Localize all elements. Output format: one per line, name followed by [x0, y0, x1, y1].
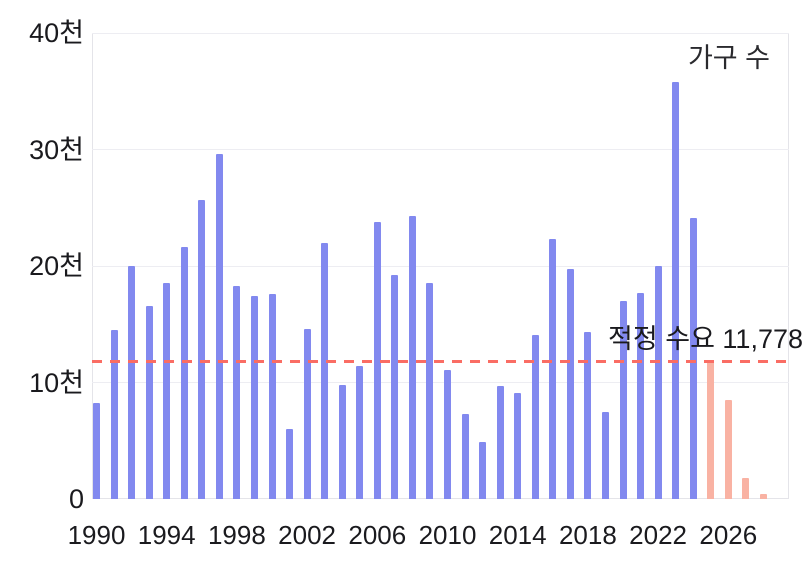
x-tick-1994: 1994 — [137, 520, 196, 550]
gridline-30 — [92, 149, 789, 150]
gridline-10 — [92, 382, 789, 383]
x-tick-1998: 1998 — [207, 520, 266, 550]
gridline-40 — [92, 32, 789, 34]
bar-2020 — [619, 300, 627, 499]
bar-2016 — [549, 239, 557, 499]
threshold-annotation: 적정 수요 11,778 — [608, 324, 803, 354]
bar-2009 — [426, 283, 434, 499]
x-tick-2014: 2014 — [488, 520, 547, 550]
bar-2010 — [444, 369, 451, 499]
bar-2019 — [601, 411, 609, 499]
bar-2026 — [724, 399, 732, 499]
y-tick-0: 0 — [68, 484, 84, 514]
bar-2022 — [654, 266, 662, 499]
y-tick-10: 10천 — [29, 367, 84, 398]
bar-2001 — [286, 429, 294, 499]
bar-2024 — [689, 218, 697, 499]
x-tick-2022: 2022 — [629, 520, 688, 550]
bar-2011 — [461, 413, 469, 499]
bar-1995 — [180, 247, 188, 499]
threshold-dashed-line — [92, 360, 789, 364]
bar-1994 — [163, 283, 171, 499]
x-tick-2010: 2010 — [418, 520, 477, 550]
bar-1999 — [250, 296, 258, 499]
x-tick-2026: 2026 — [699, 520, 758, 550]
x-tick-2006: 2006 — [348, 520, 407, 550]
y-tick-20: 20천 — [29, 251, 84, 281]
bar-1993 — [145, 305, 153, 499]
bar-2007 — [391, 275, 399, 499]
y-tick-40: 40천 — [29, 18, 84, 48]
bar-1990 — [93, 403, 100, 499]
bar-1997 — [215, 154, 223, 499]
bar-2023 — [672, 81, 680, 499]
bar-2004 — [338, 384, 346, 499]
bar-2008 — [408, 215, 416, 499]
bar-2000 — [268, 293, 276, 499]
bar-2018 — [584, 332, 592, 499]
bar-2027 — [742, 478, 750, 499]
bar-2013 — [496, 385, 504, 499]
bar-2028 — [759, 494, 767, 499]
bar-2005 — [356, 366, 364, 499]
bar-1998 — [233, 285, 241, 499]
y-tick-30: 30천 — [29, 134, 84, 165]
bar-2021 — [637, 292, 645, 499]
bar-2025 — [707, 360, 715, 499]
x-tick-2002: 2002 — [278, 520, 337, 550]
bar-2012 — [479, 441, 487, 499]
bar-1991 — [110, 330, 118, 499]
bar-2017 — [566, 269, 574, 499]
bar-1996 — [198, 199, 206, 499]
bar-2014 — [514, 392, 522, 499]
bar-2015 — [531, 334, 539, 499]
gridline-20 — [92, 265, 789, 267]
bar-2002 — [303, 328, 311, 499]
x-tick-2018: 2018 — [558, 520, 617, 550]
x-tick-1990: 1990 — [67, 520, 126, 550]
series-label: 가구 수 — [687, 43, 770, 73]
bar-1992 — [128, 266, 136, 499]
bar-2003 — [321, 242, 329, 499]
